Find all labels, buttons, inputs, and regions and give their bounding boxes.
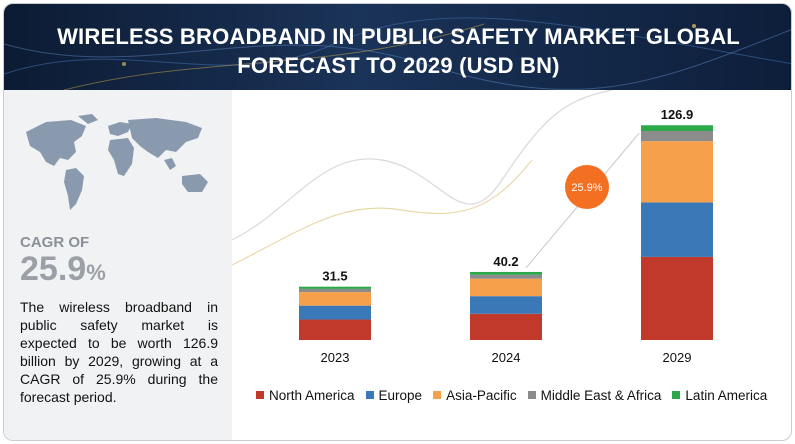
total-label-2029: 126.9 <box>661 107 694 122</box>
bar-2023-latin-america <box>299 286 371 289</box>
total-label-2023: 31.5 <box>322 269 347 284</box>
cagr-number: 25.9 <box>20 250 87 288</box>
bar-2023-north-america <box>299 319 371 340</box>
header-banner: WIRELESS BROADBAND IN PUBLIC SAFETY MARK… <box>4 4 791 90</box>
cagr-label: CAGR OF <box>20 234 90 251</box>
decorative-curve <box>232 90 613 241</box>
bar-2023-asia-pacific <box>299 292 371 306</box>
stacked-bar-chart: 31.5 2023 40.2 2024 126.9 2029 25.9% <box>232 90 713 365</box>
legend-item-middle-east-africa: Middle East & Africa <box>527 387 662 403</box>
chart-title: WIRELESS BROADBAND IN PUBLIC SAFETY MARK… <box>57 24 740 78</box>
bar-2024-middle-east-africa <box>470 274 542 279</box>
header-decoration <box>4 17 791 90</box>
chart-area: 31.5 2023 40.2 2024 126.9 2029 25.9% <box>232 90 791 440</box>
x-tick-label-2029: 2029 <box>663 350 692 365</box>
bar-2024-north-america <box>470 313 542 340</box>
legend-item-europe: Europe <box>365 387 423 403</box>
legend-swatch <box>256 391 264 399</box>
legend-item-north-america: North America <box>256 388 355 403</box>
bar-2029-europe <box>641 202 713 257</box>
x-tick-label-2024: 2024 <box>492 350 521 365</box>
legend-swatch <box>672 391 681 399</box>
bar-2024-asia-pacific <box>470 278 542 297</box>
bar-2029-asia-pacific <box>641 141 713 203</box>
legend-swatch <box>527 391 536 399</box>
bar-2029-north-america <box>641 256 713 340</box>
bar-2029-latin-america <box>641 125 713 131</box>
bar-2024-latin-america <box>470 271 542 275</box>
summary-panel: CAGR OF 25.9% The wireless broadband in … <box>4 90 232 440</box>
x-tick-label-2023: 2023 <box>321 350 350 365</box>
legend-label: Asia-Pacific <box>446 387 517 403</box>
bar-2023-europe <box>299 305 371 320</box>
legend-label: Latin America <box>685 387 768 403</box>
legend-swatch <box>365 391 374 399</box>
chart-legend: North America Europe Asia-Pacific Middle Ea… <box>256 386 778 404</box>
legend-label: Middle East & Africa <box>540 387 662 403</box>
world-map-icon <box>26 114 208 210</box>
cagr-badge-circle <box>565 165 609 209</box>
market-description: The wireless broadband in public safety … <box>20 299 218 405</box>
bar-2029-middle-east-africa <box>641 131 713 142</box>
legend-label: Europe <box>378 387 423 403</box>
bar-2023-middle-east-africa <box>299 288 371 293</box>
legend-item-latin-america: Latin America <box>672 388 767 403</box>
legend-label: North America <box>269 387 355 403</box>
cagr-value: 25.9% <box>20 250 106 292</box>
legend-item-asia-pacific: Asia-Pacific <box>433 388 517 403</box>
decorative-curve-gold <box>232 159 533 266</box>
total-label-2024: 40.2 <box>493 254 518 269</box>
cagr-badge-label: 25.9% <box>571 182 602 194</box>
bar-2024-europe <box>470 296 542 314</box>
infographic-frame: WIRELESS BROADBAND IN PUBLIC SAFETY MARK… <box>3 3 792 441</box>
legend-swatch <box>433 391 442 399</box>
cagr-unit: % <box>86 260 106 285</box>
